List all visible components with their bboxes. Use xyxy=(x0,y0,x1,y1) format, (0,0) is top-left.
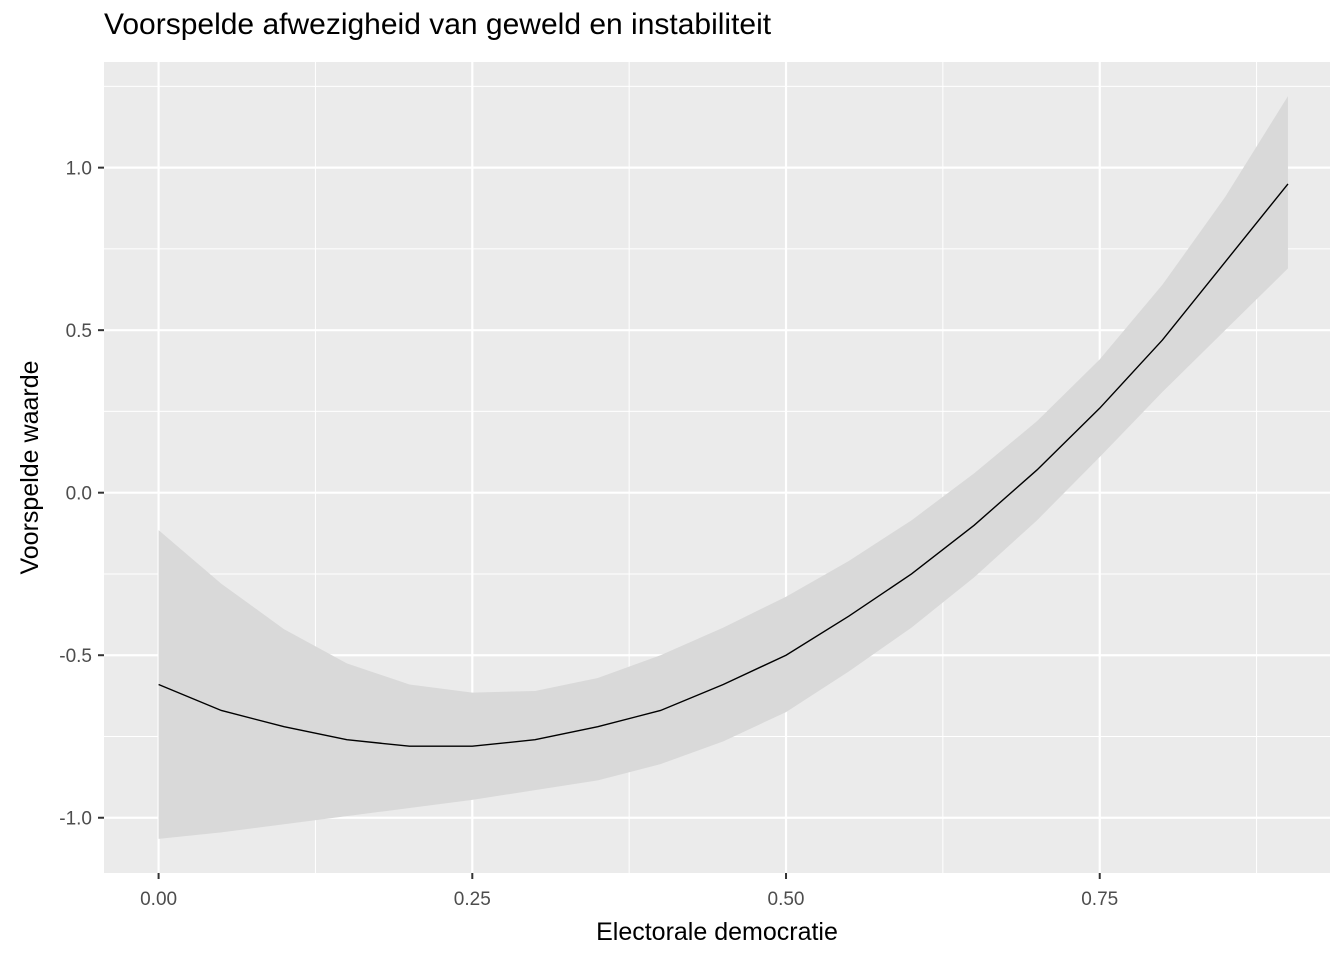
y-tick-label: 0.0 xyxy=(66,484,92,505)
x-axis-title: Electorale democratie xyxy=(596,918,838,946)
x-tick-label: 0.25 xyxy=(454,889,491,910)
y-axis: -1.0 -0.5 0.0 0.5 1.0 xyxy=(59,159,104,830)
x-tick-label: 0.50 xyxy=(768,889,805,910)
confidence-band xyxy=(158,96,1288,839)
series-line xyxy=(158,183,1289,747)
y-axis-title: Voorspelde waarde xyxy=(16,360,44,574)
x-tick-label: 0.00 xyxy=(140,889,177,910)
y-tick-label: -1.0 xyxy=(59,809,92,830)
x-tick-label: 0.75 xyxy=(1081,889,1118,910)
x-axis: 0.00 0.25 0.50 0.75 xyxy=(140,873,1118,910)
chart-title: Voorspelde afwezigheid van geweld en ins… xyxy=(104,8,772,41)
y-tick-label: -0.5 xyxy=(59,646,92,667)
y-tick-label: 0.5 xyxy=(66,321,92,342)
y-tick-label: 1.0 xyxy=(66,159,92,180)
